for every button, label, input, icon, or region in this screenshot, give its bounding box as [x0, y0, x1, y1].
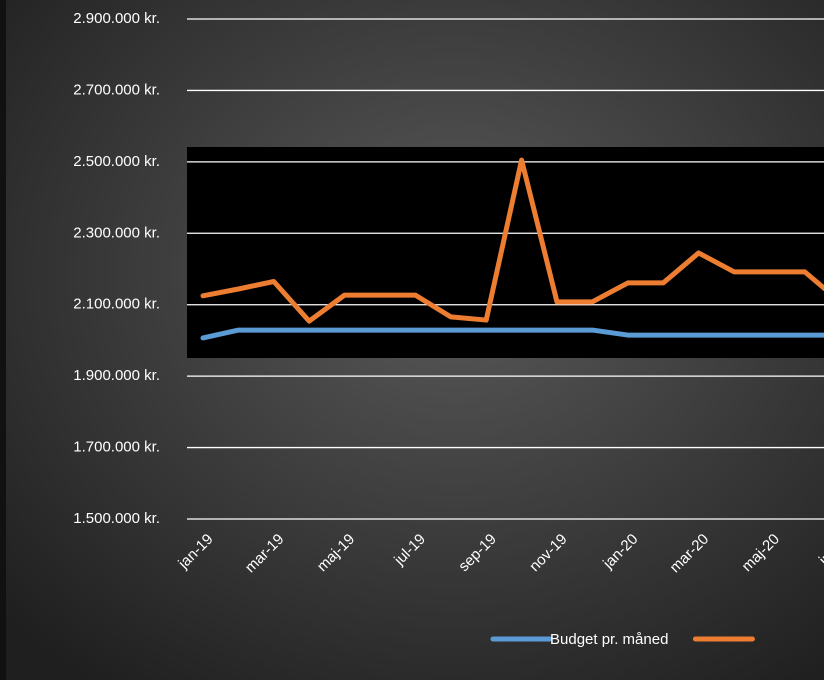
legend-label: Budget pr. måned [550, 631, 668, 648]
y-tick-label: 2.900.000 kr. [73, 10, 160, 27]
data-line [200, 327, 824, 341]
plot-highlight [187, 147, 824, 358]
y-tick-label: 2.100.000 kr. [73, 296, 160, 313]
data-line [200, 157, 824, 324]
y-tick-label: 2.300.000 kr. [73, 224, 160, 241]
y-tick-label: 2.700.000 kr. [73, 81, 160, 98]
y-tick-label: 1.500.000 kr. [73, 510, 160, 527]
y-tick-label: 2.500.000 kr. [73, 153, 160, 170]
y-tick-label: 1.700.000 kr. [73, 439, 160, 456]
y-tick-label: 1.900.000 kr. [73, 367, 160, 384]
